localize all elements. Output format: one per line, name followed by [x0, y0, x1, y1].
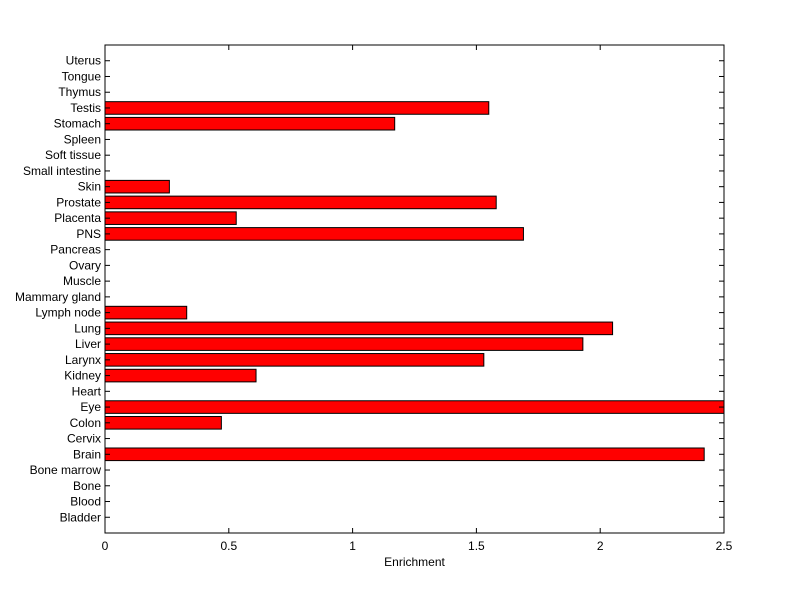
y-tick-label-blood: Blood	[70, 495, 101, 509]
y-tick-label-soft-tissue: Soft tissue	[45, 148, 101, 162]
y-tick-label-muscle: Muscle	[63, 274, 101, 288]
y-tick-label-bone: Bone	[73, 479, 101, 493]
y-tick-label-bladder: Bladder	[60, 510, 101, 524]
bar-skin	[104, 179, 170, 194]
bar-larynx	[104, 353, 485, 367]
y-tick-label-thymus: Thymus	[58, 85, 101, 99]
y-tick-label-uterus: Uterus	[66, 54, 101, 68]
y-tick-label-eye: Eye	[80, 400, 101, 414]
y-tick-label-larynx: Larynx	[65, 353, 101, 367]
x-tick-label-0: 0	[102, 539, 109, 553]
y-tick-label-testis: Testis	[70, 101, 101, 115]
x-axis-label: Enrichment	[384, 555, 445, 569]
y-tick-marks	[105, 60, 724, 518]
bar-placenta	[104, 211, 237, 225]
bar-pns	[104, 227, 524, 241]
y-tick-label-heart: Heart	[72, 384, 102, 398]
y-tick-label-stomach: Stomach	[54, 117, 101, 131]
y-tick-label-colon: Colon	[70, 416, 101, 430]
y-tick-label-pancreas: Pancreas	[50, 243, 101, 257]
x-tick-label-1: 0.5	[220, 539, 237, 553]
bar-prostate	[104, 195, 497, 210]
y-tick-label-tongue: Tongue	[62, 69, 102, 83]
y-tick-label-prostate: Prostate	[56, 195, 101, 209]
x-tick-label-4: 2	[597, 539, 604, 553]
y-tick-label-skin: Skin	[78, 180, 101, 194]
y-tick-label-bone-marrow: Bone marrow	[30, 463, 102, 477]
bar-eye	[104, 400, 725, 414]
plot-frame	[104, 44, 725, 534]
bar-testis	[104, 101, 490, 115]
y-tick-label-placenta: Placenta	[54, 211, 101, 225]
y-tick-label-lung: Lung	[74, 321, 101, 335]
y-tick-label-liver: Liver	[75, 337, 101, 351]
y-tick-label-small-intestine: Small intestine	[23, 164, 101, 178]
y-tick-label-spleen: Spleen	[64, 132, 101, 146]
x-tick-label-2: 1	[349, 539, 356, 553]
bar-brain	[104, 447, 705, 462]
y-tick-label-kidney: Kidney	[64, 369, 101, 383]
y-tick-label-ovary: Ovary	[69, 258, 101, 272]
y-tick-label-cervix: Cervix	[67, 432, 101, 446]
bar-lung	[104, 321, 614, 336]
y-tick-label-mammary-gland: Mammary gland	[15, 290, 101, 304]
x-tick-labels: 0 0.5 1 1.5 2 2.5	[102, 539, 733, 553]
bar-liver	[104, 337, 584, 351]
bar-stomach	[104, 116, 396, 131]
x-tick-label-5: 2.5	[716, 539, 733, 553]
bar-colon	[104, 416, 222, 430]
y-tick-label-brain: Brain	[73, 447, 101, 461]
bar-kidney	[104, 368, 257, 383]
y-tick-label-pns: PNS	[76, 227, 101, 241]
x-tick-label-3: 1.5	[468, 539, 485, 553]
bars-group	[104, 101, 725, 462]
y-tick-label-lymph-node: Lymph node	[35, 306, 101, 320]
bar-lymph-node	[104, 305, 188, 320]
